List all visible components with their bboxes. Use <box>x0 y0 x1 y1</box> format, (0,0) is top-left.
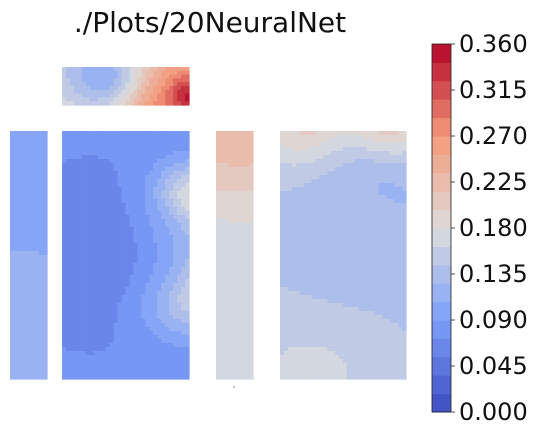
colorbar-tick-label: 0.090 <box>459 306 528 334</box>
colorbar-level <box>432 283 451 303</box>
colorbar-level <box>432 393 451 413</box>
colorbar-tick-label: 0.045 <box>459 352 528 380</box>
chart-title: ./Plots/20NeuralNet <box>73 6 347 39</box>
colorbar-tick-label: 0.360 <box>459 30 528 58</box>
colorbar-level <box>432 228 451 247</box>
colorbar-tick-label: 0.000 <box>459 398 528 426</box>
colorbar-tick-label: 0.135 <box>459 260 528 288</box>
colorbar-level <box>432 80 451 100</box>
colorbar-level <box>432 99 451 119</box>
heatmap-panels <box>10 67 407 380</box>
colorbar-level <box>432 44 451 63</box>
colorbar-level <box>432 117 451 137</box>
colorbar-tick-label: 0.180 <box>459 214 528 242</box>
panel-left-wall <box>10 131 48 380</box>
colorbar-level <box>432 301 451 321</box>
colorbar-level <box>432 154 451 174</box>
colorbar-level <box>432 375 451 395</box>
panel-back-wall <box>280 131 407 380</box>
panel-top-wall <box>62 67 190 106</box>
colorbar-tick-label: 0.270 <box>459 122 528 150</box>
colorbar-level <box>432 191 451 211</box>
colorbar-level <box>432 136 451 155</box>
colorbar-tick-label: 0.225 <box>459 168 528 196</box>
colorbar-level <box>432 356 451 376</box>
colorbar-level <box>432 338 451 358</box>
colorbar-level <box>432 246 451 266</box>
colorbar-level <box>432 172 451 192</box>
colorbar-level <box>432 62 451 82</box>
colorbar-level <box>432 264 451 284</box>
panel-front-wall <box>62 131 190 380</box>
panel-right-wall <box>216 131 254 380</box>
colorbar-level <box>432 320 451 339</box>
colorbar-tick-label: 0.315 <box>459 76 528 104</box>
colorbar: 0.000 0.045 0.090 0.135 0.180 0.225 0.270 0.315… <box>431 30 528 426</box>
stray-dot <box>233 386 235 388</box>
colorbar-level <box>432 209 451 229</box>
